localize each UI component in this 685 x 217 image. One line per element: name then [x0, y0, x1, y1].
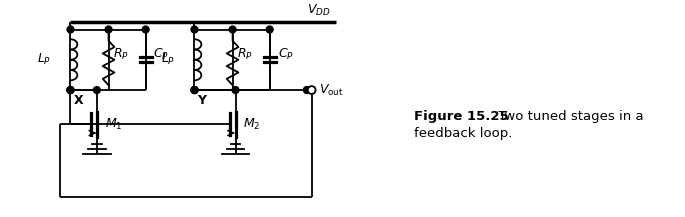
Circle shape — [308, 86, 316, 94]
Circle shape — [67, 26, 74, 33]
Circle shape — [303, 87, 310, 94]
Text: Figure 15.25: Figure 15.25 — [414, 110, 509, 123]
Circle shape — [105, 26, 112, 33]
Text: $V_{DD}$: $V_{DD}$ — [307, 3, 330, 18]
Text: $V_{\rm out}$: $V_{\rm out}$ — [319, 82, 343, 98]
Circle shape — [191, 87, 198, 94]
Text: feedback loop.: feedback loop. — [414, 127, 512, 140]
Circle shape — [142, 26, 149, 33]
Circle shape — [67, 87, 74, 94]
Text: X: X — [73, 94, 83, 107]
Text: $C_P$: $C_P$ — [153, 47, 169, 62]
Circle shape — [67, 87, 74, 94]
Circle shape — [93, 87, 100, 94]
Text: $L_P$: $L_P$ — [37, 52, 51, 67]
Circle shape — [191, 26, 198, 33]
Text: Y: Y — [197, 94, 206, 107]
Text: Two tuned stages in a: Two tuned stages in a — [490, 110, 644, 123]
Circle shape — [191, 87, 198, 94]
Text: $M_2$: $M_2$ — [243, 117, 261, 132]
Text: $M_1$: $M_1$ — [105, 117, 122, 132]
Text: $L_P$: $L_P$ — [161, 52, 175, 67]
Circle shape — [67, 87, 74, 94]
Circle shape — [229, 26, 236, 33]
Text: $C_P$: $C_P$ — [277, 47, 293, 62]
Circle shape — [232, 87, 239, 94]
Text: $R_P$: $R_P$ — [114, 47, 129, 62]
Circle shape — [191, 87, 198, 94]
Text: $R_P$: $R_P$ — [238, 47, 253, 62]
Circle shape — [266, 26, 273, 33]
